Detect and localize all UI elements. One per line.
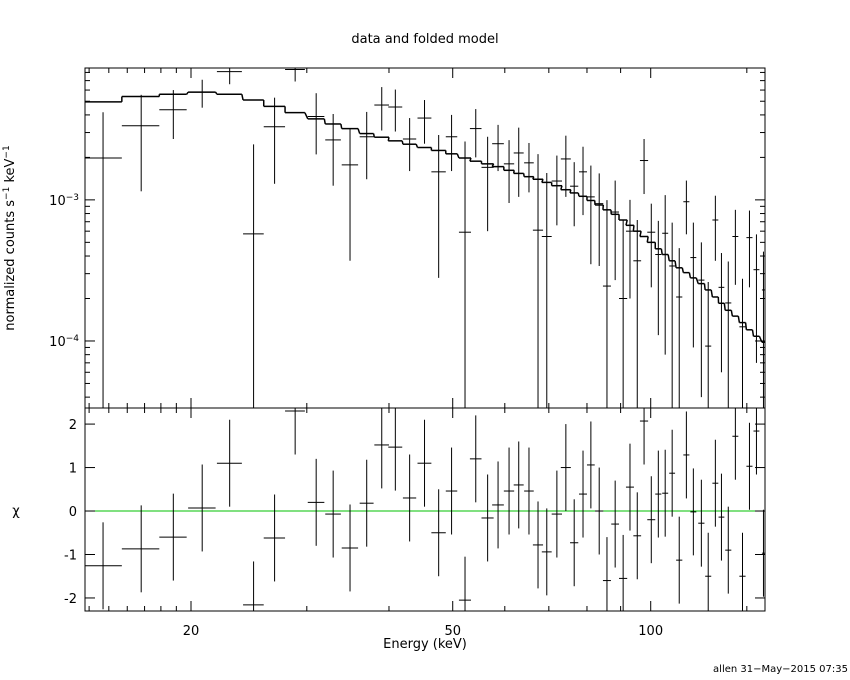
y-tick-label: -2 xyxy=(64,592,77,607)
y-axis-label: normalized counts s−1 keV−1 xyxy=(2,145,18,330)
model-step-connector xyxy=(372,133,376,138)
model-step-connector xyxy=(577,192,580,197)
bottom-panel-marks xyxy=(85,408,765,611)
y-tick-label: 1 xyxy=(69,462,77,477)
model-step-connector xyxy=(667,254,670,261)
model-step-connector xyxy=(730,310,734,317)
y-tick-label: 0 xyxy=(69,505,77,520)
model-step-connector xyxy=(214,91,218,95)
top-panel-marks xyxy=(85,68,765,408)
chart-title: data and folded model xyxy=(351,32,498,47)
model-step-connector xyxy=(646,236,649,243)
x-tick-label: 20 xyxy=(183,624,200,639)
model-step-connector xyxy=(695,277,699,284)
y-tick-label: 10−3 xyxy=(49,193,79,209)
model-step-connector xyxy=(681,267,685,273)
model-step-connector xyxy=(723,303,726,311)
y-axis-label-part: −1 xyxy=(2,187,12,200)
y-tick-label: 10−4 xyxy=(49,334,79,350)
y-axis-label: χ xyxy=(12,504,20,519)
model-step-connector xyxy=(639,231,642,237)
bottom-frame xyxy=(84,407,766,612)
y-tick-label: -1 xyxy=(64,548,77,563)
model-step-connector xyxy=(304,112,309,120)
model-step-connector xyxy=(710,289,714,298)
model-step-connector xyxy=(737,316,741,323)
model-step-connector xyxy=(357,128,361,134)
model-step-connector xyxy=(415,143,419,148)
y-tick-label: 2 xyxy=(69,418,77,433)
y-tick-label-base: 10 xyxy=(49,194,66,209)
model-step-connector xyxy=(674,260,677,268)
x-tick-label: 50 xyxy=(444,624,461,639)
y-tick-label-base: 10 xyxy=(49,335,66,350)
model-step-connector xyxy=(186,91,189,95)
footer: allen 31−May−2015 07:35 xyxy=(713,664,848,675)
y-tick-label-exponent: −4 xyxy=(66,334,80,344)
y-axis-label-part: normalized counts s xyxy=(3,200,18,331)
model-step-connector xyxy=(660,248,663,255)
x-axis-label: Energy (keV) xyxy=(383,637,467,652)
model-step-connector xyxy=(340,123,343,129)
y-tick-label-exponent: −3 xyxy=(66,193,79,203)
model-step-connector xyxy=(456,153,460,159)
model-step-connector xyxy=(625,219,628,226)
model-step-connector xyxy=(323,118,326,125)
y-axis-label-part: keV xyxy=(3,158,18,186)
model-step-connector xyxy=(401,140,404,145)
y-axis-label-part: −1 xyxy=(2,145,12,158)
model-step-connector xyxy=(751,329,755,337)
x-tick-label: 100 xyxy=(638,624,663,639)
model-step-connector xyxy=(703,283,706,291)
model-step-connector xyxy=(688,272,692,279)
model-step-connector xyxy=(632,225,635,232)
model-step-connector xyxy=(241,94,244,101)
model-step-connector xyxy=(744,322,748,330)
